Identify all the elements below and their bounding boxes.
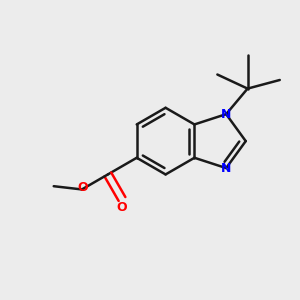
Text: O: O bbox=[117, 201, 127, 214]
Text: O: O bbox=[78, 181, 88, 194]
Text: N: N bbox=[221, 162, 231, 175]
Text: N: N bbox=[221, 108, 231, 121]
